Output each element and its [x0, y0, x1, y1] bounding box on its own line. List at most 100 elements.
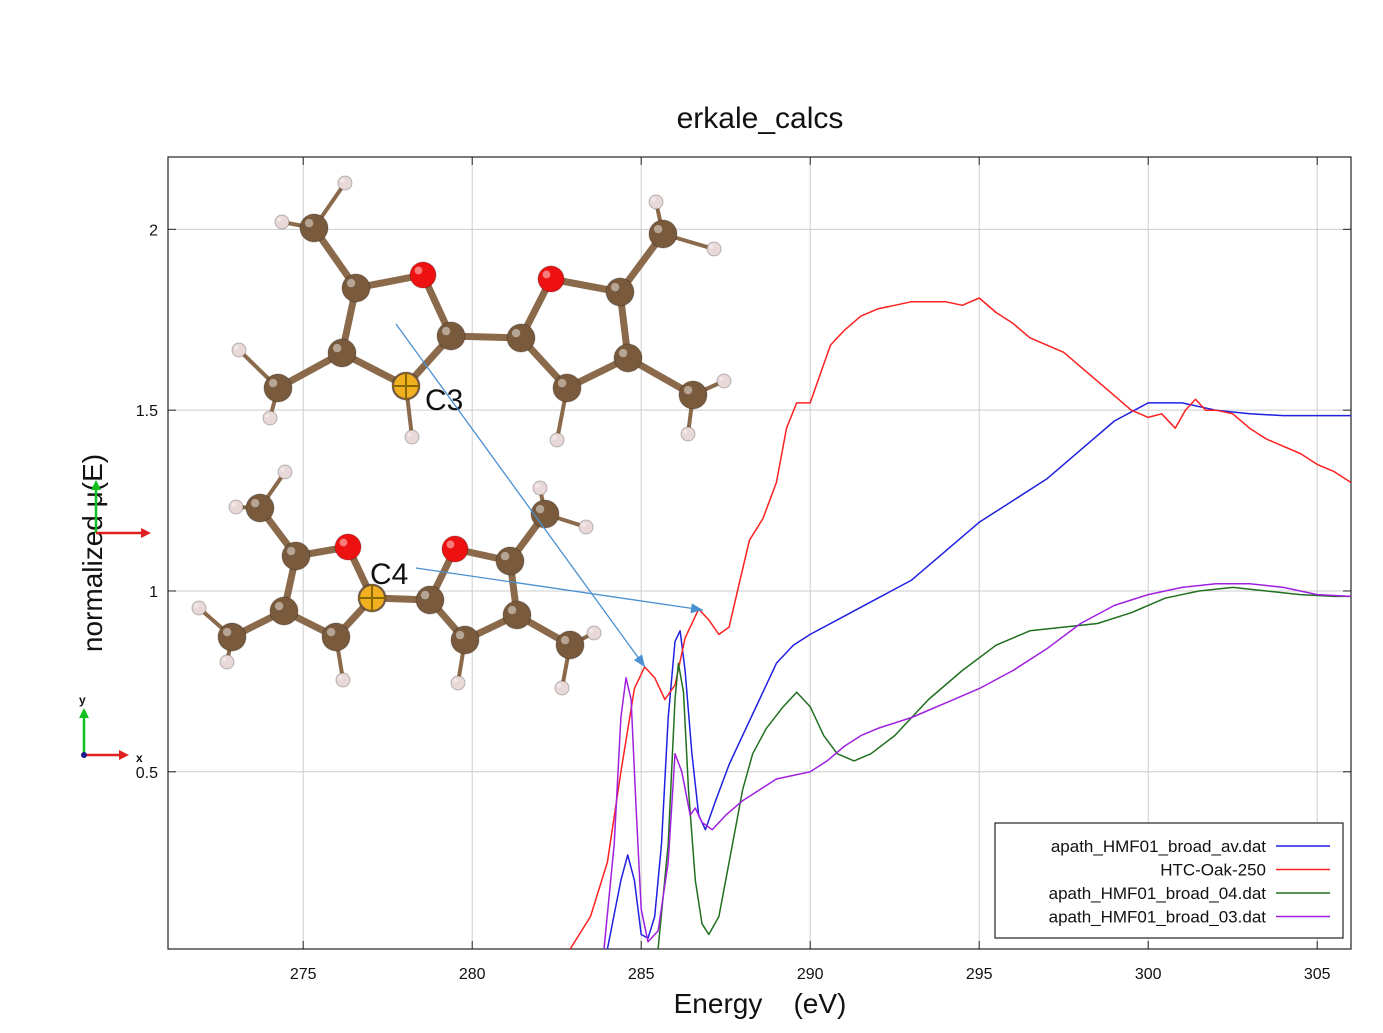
series-line-3 — [603, 582, 1351, 949]
hydrogen-atom-shine — [535, 483, 540, 488]
hydrogen-atom-shine — [719, 376, 724, 381]
x-tick-label: 280 — [459, 966, 486, 983]
carbon-atom — [436, 321, 466, 351]
legend-label-0: apath_HMF01_broad_av.dat — [1051, 837, 1266, 856]
carbon-atom-shine — [420, 590, 430, 600]
carbon-atom — [321, 622, 351, 652]
carbon-atom — [506, 323, 536, 353]
carbon-atom — [648, 219, 678, 249]
hydrogen-atom-shine — [265, 413, 270, 418]
carbon-atom-shine — [346, 278, 356, 288]
hydrogen-atom-shine — [557, 683, 562, 688]
x-tick-label: 305 — [1304, 966, 1331, 983]
axis-glyph-upper — [91, 480, 151, 538]
carbon-atom — [552, 373, 582, 403]
carbon-atom — [495, 546, 525, 576]
carbon-atom — [217, 622, 247, 652]
hydrogen-atom — [578, 519, 594, 535]
carbon-atom-shine — [332, 343, 342, 353]
carbon-atom — [341, 273, 371, 303]
carbon-atom — [502, 600, 532, 630]
hydrogen-atom — [262, 410, 278, 426]
hydrogen-atom-shine — [581, 522, 586, 527]
hydrogen-atom-shine — [407, 432, 412, 437]
carbon-atom — [415, 585, 445, 615]
carbon-atom-shine — [274, 601, 284, 611]
hydrogen-atom — [231, 342, 247, 358]
annotation-c4: C4 — [370, 558, 408, 591]
x-axis-label: Energy (eV) — [674, 988, 847, 1019]
hydrogen-atom — [680, 426, 696, 442]
series-group — [569, 297, 1351, 949]
carbon-atom — [530, 499, 560, 529]
x-tick-label: 295 — [966, 966, 993, 983]
carbon-atom — [299, 213, 329, 243]
hydrogen-atom-shine — [453, 678, 458, 683]
series-line-1 — [569, 297, 1351, 949]
hydrogen-atom — [648, 194, 664, 210]
oxygen-atom-shine — [446, 540, 455, 549]
hydrogen-atom — [277, 464, 293, 480]
carbon-atom — [678, 380, 708, 410]
legend-label-3: apath_HMF01_broad_03.dat — [1049, 908, 1267, 927]
annotation-arrow-c4 — [415, 567, 704, 611]
hydrogen-atom-shine — [340, 178, 345, 183]
hydrogen-atom-shine — [683, 429, 688, 434]
oxygen-atom-shine — [542, 270, 551, 279]
carbon-atom-shine — [304, 218, 314, 228]
carbon-atom — [245, 493, 275, 523]
hydrogen-atom — [191, 600, 207, 616]
carbon-atom-shine — [441, 326, 451, 336]
plot-frame — [167, 156, 1352, 950]
hydrogen-atom — [337, 175, 353, 191]
axis-glyph: y x — [79, 693, 143, 765]
axis-glyph-x-label: x — [136, 751, 143, 765]
axis-glyph-y-label: y — [79, 693, 86, 707]
y-tick-label: 1 — [149, 584, 158, 601]
grid — [168, 157, 1351, 949]
series-line-0 — [606, 402, 1351, 949]
carbon-atom — [555, 630, 585, 660]
hydrogen-atom-shine — [231, 502, 236, 507]
legend: apath_HMF01_broad_av.dat HTC-Oak-250 apath… — [994, 822, 1344, 939]
hydrogen-atom-shine — [280, 467, 285, 472]
carbon-atom-shine — [683, 385, 693, 395]
series-line-2 — [657, 586, 1351, 949]
carbon-atom — [263, 373, 293, 403]
oxygen-atom — [441, 535, 469, 563]
carbon-atom — [327, 338, 357, 368]
carbon-atom-shine — [286, 546, 296, 556]
annotation-arrow-c3 — [395, 323, 646, 668]
annotation-arrow-c4-head — [690, 603, 703, 614]
hydrogen-atom-shine — [552, 435, 557, 440]
carbon-atom-shine — [511, 328, 521, 338]
hydrogen-atom — [450, 675, 466, 691]
hydrogen-atom-shine — [338, 675, 343, 680]
carbon-atom — [450, 625, 480, 655]
hydrogen-atom-shine — [234, 345, 239, 350]
annotation-c3: C3 — [425, 384, 463, 417]
oxygen-atom-shine — [414, 266, 423, 275]
hydrogen-atom — [228, 499, 244, 515]
y-axis-label: normalized μ(E) — [77, 454, 108, 652]
oxygen-atom — [334, 533, 362, 561]
oxygen-atom — [537, 265, 565, 293]
carbon-atom-shine — [535, 504, 545, 514]
carbon-atom — [613, 343, 643, 373]
carbon-atom-shine — [250, 498, 260, 508]
carbon-atom-shine — [500, 551, 510, 561]
x-axis-ticks: 275 280 285 290 295 300 305 — [290, 157, 1331, 983]
carbon-atom-shine — [507, 605, 517, 615]
legend-label-2: apath_HMF01_broad_04.dat — [1049, 884, 1267, 903]
carbon-atom — [281, 541, 311, 571]
hydrogen-atom — [586, 625, 602, 641]
carbon-atom-shine — [610, 282, 620, 292]
hydrogen-atom — [274, 214, 290, 230]
hydrogen-atom — [706, 241, 722, 257]
carbon-atom-shine — [560, 635, 570, 645]
hydrogen-atom — [716, 373, 732, 389]
hydrogen-atom-shine — [709, 244, 714, 249]
carbon-atom-shine — [222, 627, 232, 637]
carbon-atom-shine — [268, 378, 278, 388]
hydrogen-atom — [335, 672, 351, 688]
